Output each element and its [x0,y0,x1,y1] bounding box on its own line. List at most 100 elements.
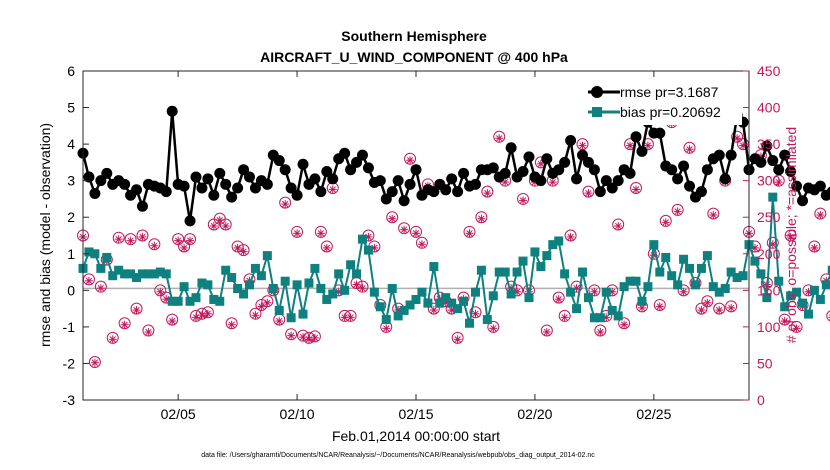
obs-assimilated-point [774,178,783,187]
bias-point [167,296,177,306]
bias-point [548,240,558,250]
obs-assimilated-point [584,189,593,198]
bias-point [673,280,683,290]
bias-point [583,293,593,303]
bias-point [256,271,266,281]
legend-bias-marker [592,107,602,117]
rmse-point [339,147,351,159]
y-left-tick-label: -3 [63,392,76,408]
obs-possible-point [249,307,262,320]
bias-point [334,269,344,279]
obs-assimilated-point [632,185,641,194]
obs-assimilated-point [322,243,331,252]
rmse-point [499,167,511,179]
obs-assimilated-point [388,214,397,223]
obs-possible-point [582,185,595,198]
bias-point [298,309,308,319]
bias-point [203,280,213,290]
rmse-point [131,184,143,196]
bias-point [357,234,367,244]
bias-point [780,302,790,312]
rmse-point [380,193,392,205]
rmse-point [184,215,196,227]
bias-point [375,302,385,312]
obs-possible-point [695,302,708,315]
rmse-point [446,173,458,185]
obs-assimilated-point [287,331,296,340]
y-left-tick-label: 2 [67,209,75,225]
bias-point [197,278,207,288]
obs-possible-point [653,298,666,311]
obs-possible-point [231,240,244,253]
obs-assimilated-point [180,243,189,252]
y-right-tick-label: 250 [757,209,781,225]
bias-point [702,251,712,261]
obs-possible-point [184,233,197,246]
rmse-series [77,105,830,227]
bias-point [690,280,700,290]
obs-possible-point [552,291,565,304]
obs-possible-point [517,192,530,205]
bias-point [607,305,617,315]
obs-assimilated-point [239,247,248,256]
rmse-point [279,164,291,176]
rmse-point [713,149,725,161]
bias-point [233,284,243,294]
y-left-tick-label: -1 [63,319,76,335]
y-right-tick-label: 350 [757,136,781,152]
rmse-point [232,182,244,194]
bias-point [179,282,189,292]
bias-point [536,262,546,272]
bias-point [768,192,778,202]
y-right-tick-label: 150 [757,282,781,298]
obs-assimilated-point [257,302,266,311]
obs-possible-point [291,225,304,238]
bias-point [96,263,106,273]
bias-point [274,305,284,315]
obs-possible-point [766,236,779,249]
bias-point [143,269,153,279]
obs-assimilated-point [126,236,135,245]
bias-point [560,269,570,279]
obs-assimilated-point [501,178,510,187]
bias-point [625,276,635,286]
obs-possible-point [404,152,417,165]
obs-possible-point [731,130,744,143]
bias-point [322,294,332,304]
obs-possible-point [106,331,119,344]
bias-point [304,278,314,288]
obs-assimilated-point [120,320,129,329]
obs-possible-point [451,331,464,344]
rmse-point [297,158,309,170]
bias-point [613,311,623,321]
obs-assimilated-point [132,306,141,315]
obs-possible-point [475,211,488,224]
bias-point [708,282,718,292]
bias-point [762,293,772,303]
obs-possible-point [683,141,696,154]
obs-possible-point [671,203,684,216]
bias-point [685,263,695,273]
bias-point [798,298,808,308]
rmse-point [814,180,826,192]
obs-assimilated-point [495,134,504,143]
bias-point [476,265,486,275]
bias-point [239,289,249,299]
y-right-tick-label: 300 [757,173,781,189]
bias-point [696,263,706,273]
bias-point [720,284,730,294]
rmse-point [523,151,535,163]
rmse-point [791,180,803,192]
bias-point [500,267,510,277]
obs-assimilated-point [352,280,361,289]
bias-point [488,291,498,301]
bias-point [821,280,830,290]
rmse-point [273,155,285,167]
obs-assimilated-point [251,311,260,320]
obs-possible-point [618,317,631,330]
obs-assimilated-point [108,335,117,344]
rmse-point [178,180,190,192]
rmse-point [672,173,684,185]
rmse-point [666,164,678,176]
obs-possible-point [814,207,827,220]
